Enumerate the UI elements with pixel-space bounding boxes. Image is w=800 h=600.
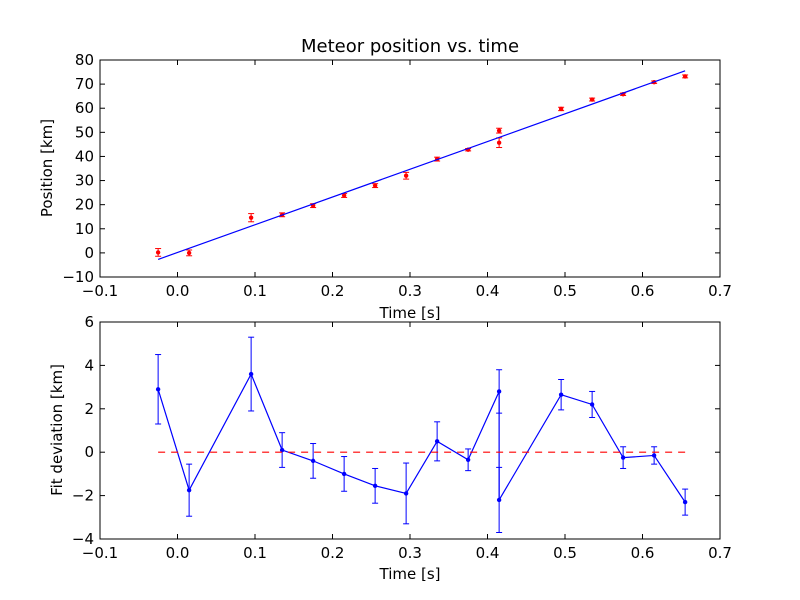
data-point <box>682 74 688 79</box>
data-point <box>496 140 502 145</box>
fit-line <box>157 70 686 260</box>
x-tick-label: −0.1 <box>82 282 118 300</box>
data-point <box>279 447 285 453</box>
position-plot: Meteor position vs. time Time [s] Positi… <box>38 36 732 322</box>
data-point <box>589 97 595 102</box>
x-axis-label-top: Time [s] <box>379 304 441 322</box>
y-tick-label: 2 <box>84 400 94 418</box>
data-point <box>620 455 626 460</box>
x-tick-label: 0.0 <box>166 544 190 562</box>
x-tick-label: 0.4 <box>476 282 500 300</box>
y-tick-label: −2 <box>72 487 94 505</box>
x-axis-label-bottom: Time [s] <box>379 565 441 583</box>
data-point <box>558 106 564 112</box>
x-tick-label: 0.4 <box>476 544 500 562</box>
x-tick-label: 0.3 <box>398 282 422 300</box>
x-tick-label: 0.7 <box>708 282 732 300</box>
axis-ticks-bottom: −0.1 0.0 0.1 0.2 0.3 0.4 0.5 0.6 0.7 −4 −2 0 2 4 6 <box>72 313 732 562</box>
y-tick-label: 60 <box>75 99 94 117</box>
data-point <box>341 471 347 477</box>
data-point <box>496 128 502 133</box>
deviation-plot: Time [s] Fit deviation [km] −0.1 0.0 0.1 0.… <box>48 313 732 583</box>
axis-ticks-top: −0.1 0.0 0.1 0.2 0.3 0.4 0.5 0.6 0.7 −10 0 10 20 30 40… <box>62 51 732 300</box>
data-point <box>186 487 192 493</box>
y-tick-label: −4 <box>72 530 94 548</box>
data-point <box>248 215 254 220</box>
x-tick-label: 0.6 <box>631 544 655 562</box>
y-tick-label: 40 <box>75 147 94 165</box>
data-point <box>341 193 347 198</box>
x-tick-label: 0.1 <box>243 282 267 300</box>
x-tick-label: 0.7 <box>708 544 732 562</box>
y-tick-label: 6 <box>84 313 94 331</box>
x-tick-label: −0.1 <box>82 544 118 562</box>
y-tick-label: 50 <box>75 123 94 141</box>
data-point <box>372 183 378 188</box>
x-tick-label: 0.2 <box>321 544 345 562</box>
y-tick-label: −10 <box>62 268 94 286</box>
data-point <box>186 250 192 256</box>
data-point <box>248 371 254 377</box>
data-point <box>155 387 161 392</box>
x-tick-label: 0.5 <box>553 282 577 300</box>
y-axis-label-top: Position [km] <box>38 119 56 217</box>
data-point <box>589 402 595 407</box>
data-marks-top <box>155 70 689 260</box>
plot-frame-bottom <box>99 321 721 540</box>
data-point <box>496 497 502 503</box>
y-tick-label: 10 <box>75 220 94 238</box>
data-point <box>682 499 688 505</box>
data-point <box>465 457 471 462</box>
x-tick-label: 0.0 <box>166 282 190 300</box>
y-axis-label-bottom: Fit deviation [km] <box>48 364 66 496</box>
x-tick-label: 0.5 <box>553 544 577 562</box>
x-tick-label: 0.3 <box>398 544 422 562</box>
data-point <box>372 483 378 489</box>
y-tick-label: 4 <box>84 356 94 374</box>
data-point <box>496 389 502 394</box>
plot-frame-top <box>99 59 721 278</box>
y-tick-label: 80 <box>75 51 94 69</box>
y-tick-label: 30 <box>75 172 94 190</box>
data-point <box>403 491 409 496</box>
data-point <box>434 439 440 444</box>
x-tick-label: 0.6 <box>631 282 655 300</box>
data-point <box>558 392 564 397</box>
x-tick-label: 0.2 <box>321 282 345 300</box>
y-tick-label: 0 <box>84 443 94 461</box>
y-tick-label: 20 <box>75 196 94 214</box>
chart-title: Meteor position vs. time <box>301 36 519 57</box>
data-point <box>310 458 316 464</box>
data-point <box>651 453 657 458</box>
data-marks-bottom <box>155 336 689 533</box>
data-point <box>155 250 161 255</box>
y-tick-label: 0 <box>84 244 94 262</box>
data-point <box>403 173 409 178</box>
x-tick-label: 0.1 <box>243 544 267 562</box>
y-tick-label: 70 <box>75 75 94 93</box>
